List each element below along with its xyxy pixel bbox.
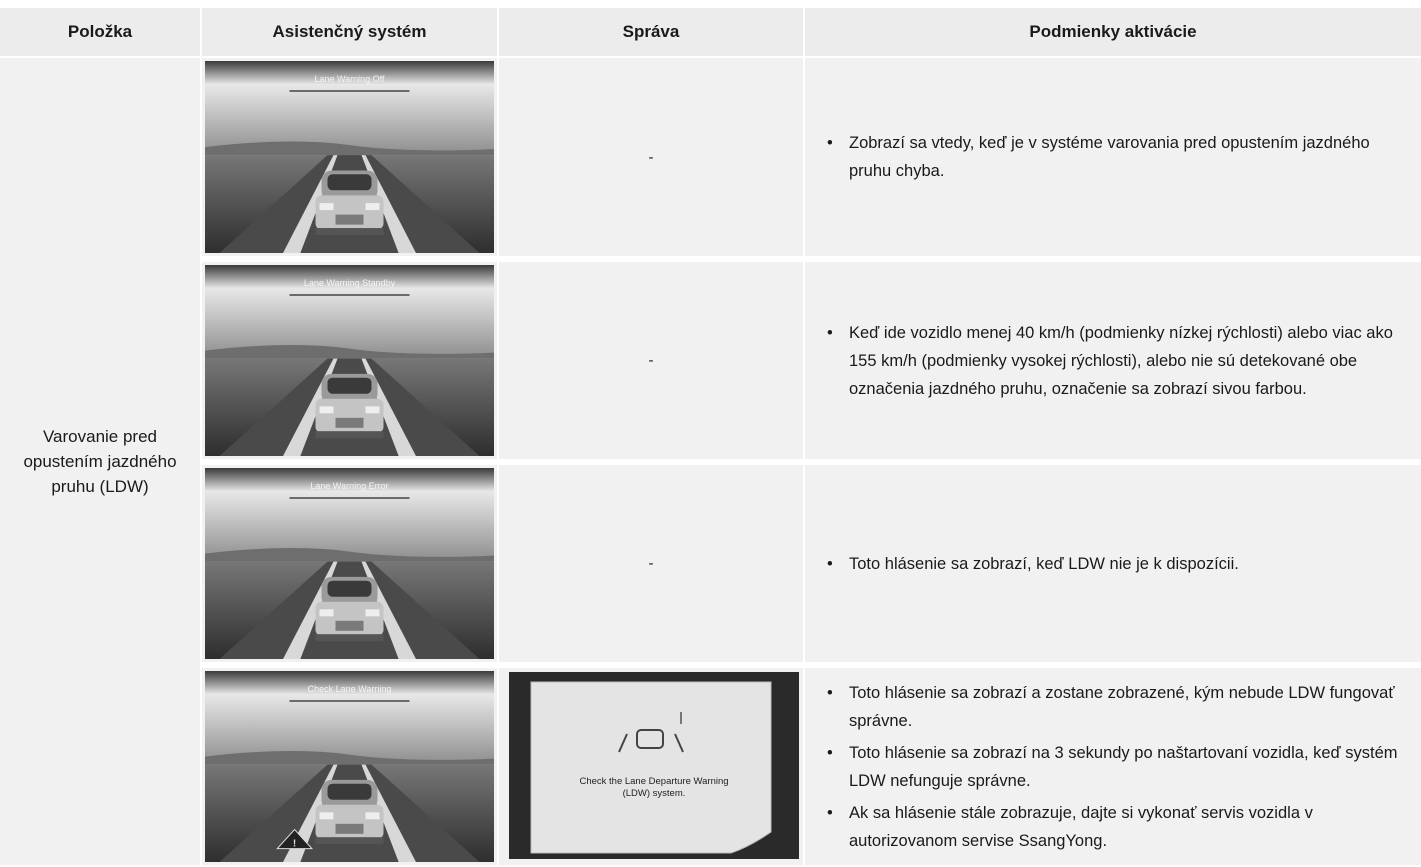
conditions-cell: Toto hlásenie sa zobrazí, keď LDW nie je… [805, 465, 1421, 662]
panel [530, 681, 772, 854]
message-cell: - [499, 262, 803, 459]
lane-car-icon [618, 712, 684, 753]
system-cell: Lane Warning Standby [202, 262, 497, 459]
item-cell: Varovanie pred opustením jazdného pruhu … [0, 58, 200, 865]
message-screen-bg [530, 681, 772, 854]
hills [205, 345, 494, 359]
car-scene [205, 265, 494, 456]
car-scene [205, 61, 494, 253]
condition: Ak sa hlásenie stále zobrazuje, dajte si… [823, 799, 1401, 855]
car [315, 373, 384, 439]
condition: Keď ide vozidlo menej 40 km/h (podmienky… [823, 319, 1401, 403]
sky [205, 61, 494, 156]
screen-text: Lane Warning Error [310, 481, 389, 491]
warning-icon: ! [276, 828, 314, 850]
screen-text: Lane Warning Standby [303, 278, 396, 288]
condition: Zobrazí sa vtedy, keď je v systéme varov… [823, 129, 1401, 185]
system-cell: Lane Warning Error [202, 465, 497, 662]
screen-image: Lane Warning Off [205, 61, 494, 253]
hills [205, 141, 494, 156]
message-screen: Check the Lane Departure Warning (LDW) s… [509, 672, 799, 859]
message-cell: Check the Lane Departure Warning (LDW) s… [499, 668, 803, 865]
header-cell: Správa [499, 8, 803, 56]
header-cell: Položka [0, 8, 200, 56]
svg-text:!: ! [293, 839, 296, 850]
system-cell: ! Check Lane Warning [202, 668, 497, 865]
header-cell: Asistenčný systém [202, 8, 497, 56]
conditions-list: Keď ide vozidlo menej 40 km/h (podmienky… [823, 315, 1401, 407]
screen-image: Lane Warning Error [205, 468, 494, 659]
condition: Toto hlásenie sa zobrazí a zostane zobra… [823, 679, 1401, 735]
conditions-cell: Toto hlásenie sa zobrazí a zostane zobra… [805, 668, 1421, 865]
car [315, 170, 384, 236]
conditions-cell: Keď ide vozidlo menej 40 km/h (podmienky… [805, 262, 1421, 459]
message-cell: - [499, 465, 803, 662]
hills [205, 751, 494, 765]
screen-image: ! Check Lane Warning [205, 671, 494, 862]
conditions-list: Zobrazí sa vtedy, keď je v systéme varov… [823, 125, 1401, 189]
condition: Toto hlásenie sa zobrazí na 3 sekundy po… [823, 739, 1401, 795]
car-scene: ! [205, 671, 494, 862]
message-cell: - [499, 58, 803, 256]
sky [205, 265, 494, 359]
message-screen-text: Check the Lane Departure Warning (LDW) s… [579, 776, 729, 799]
screen-text: Check Lane Warning [307, 684, 392, 694]
car [315, 576, 384, 642]
conditions-cell: Zobrazí sa vtedy, keď je v systéme varov… [805, 58, 1421, 256]
condition: Toto hlásenie sa zobrazí, keď LDW nie je… [823, 550, 1239, 578]
conditions-list: Toto hlásenie sa zobrazí, keď LDW nie je… [823, 546, 1239, 582]
car-scene [205, 468, 494, 659]
sky [205, 671, 494, 765]
screen-image: Lane Warning Standby [205, 265, 494, 456]
system-cell: Lane Warning Off [202, 58, 497, 256]
car [315, 779, 384, 845]
conditions-list: Toto hlásenie sa zobrazí a zostane zobra… [823, 675, 1401, 859]
sky [205, 468, 494, 562]
screen-text: Lane Warning Off [314, 74, 385, 84]
hills [205, 548, 494, 562]
header-cell: Podmienky aktivácie [805, 8, 1421, 56]
